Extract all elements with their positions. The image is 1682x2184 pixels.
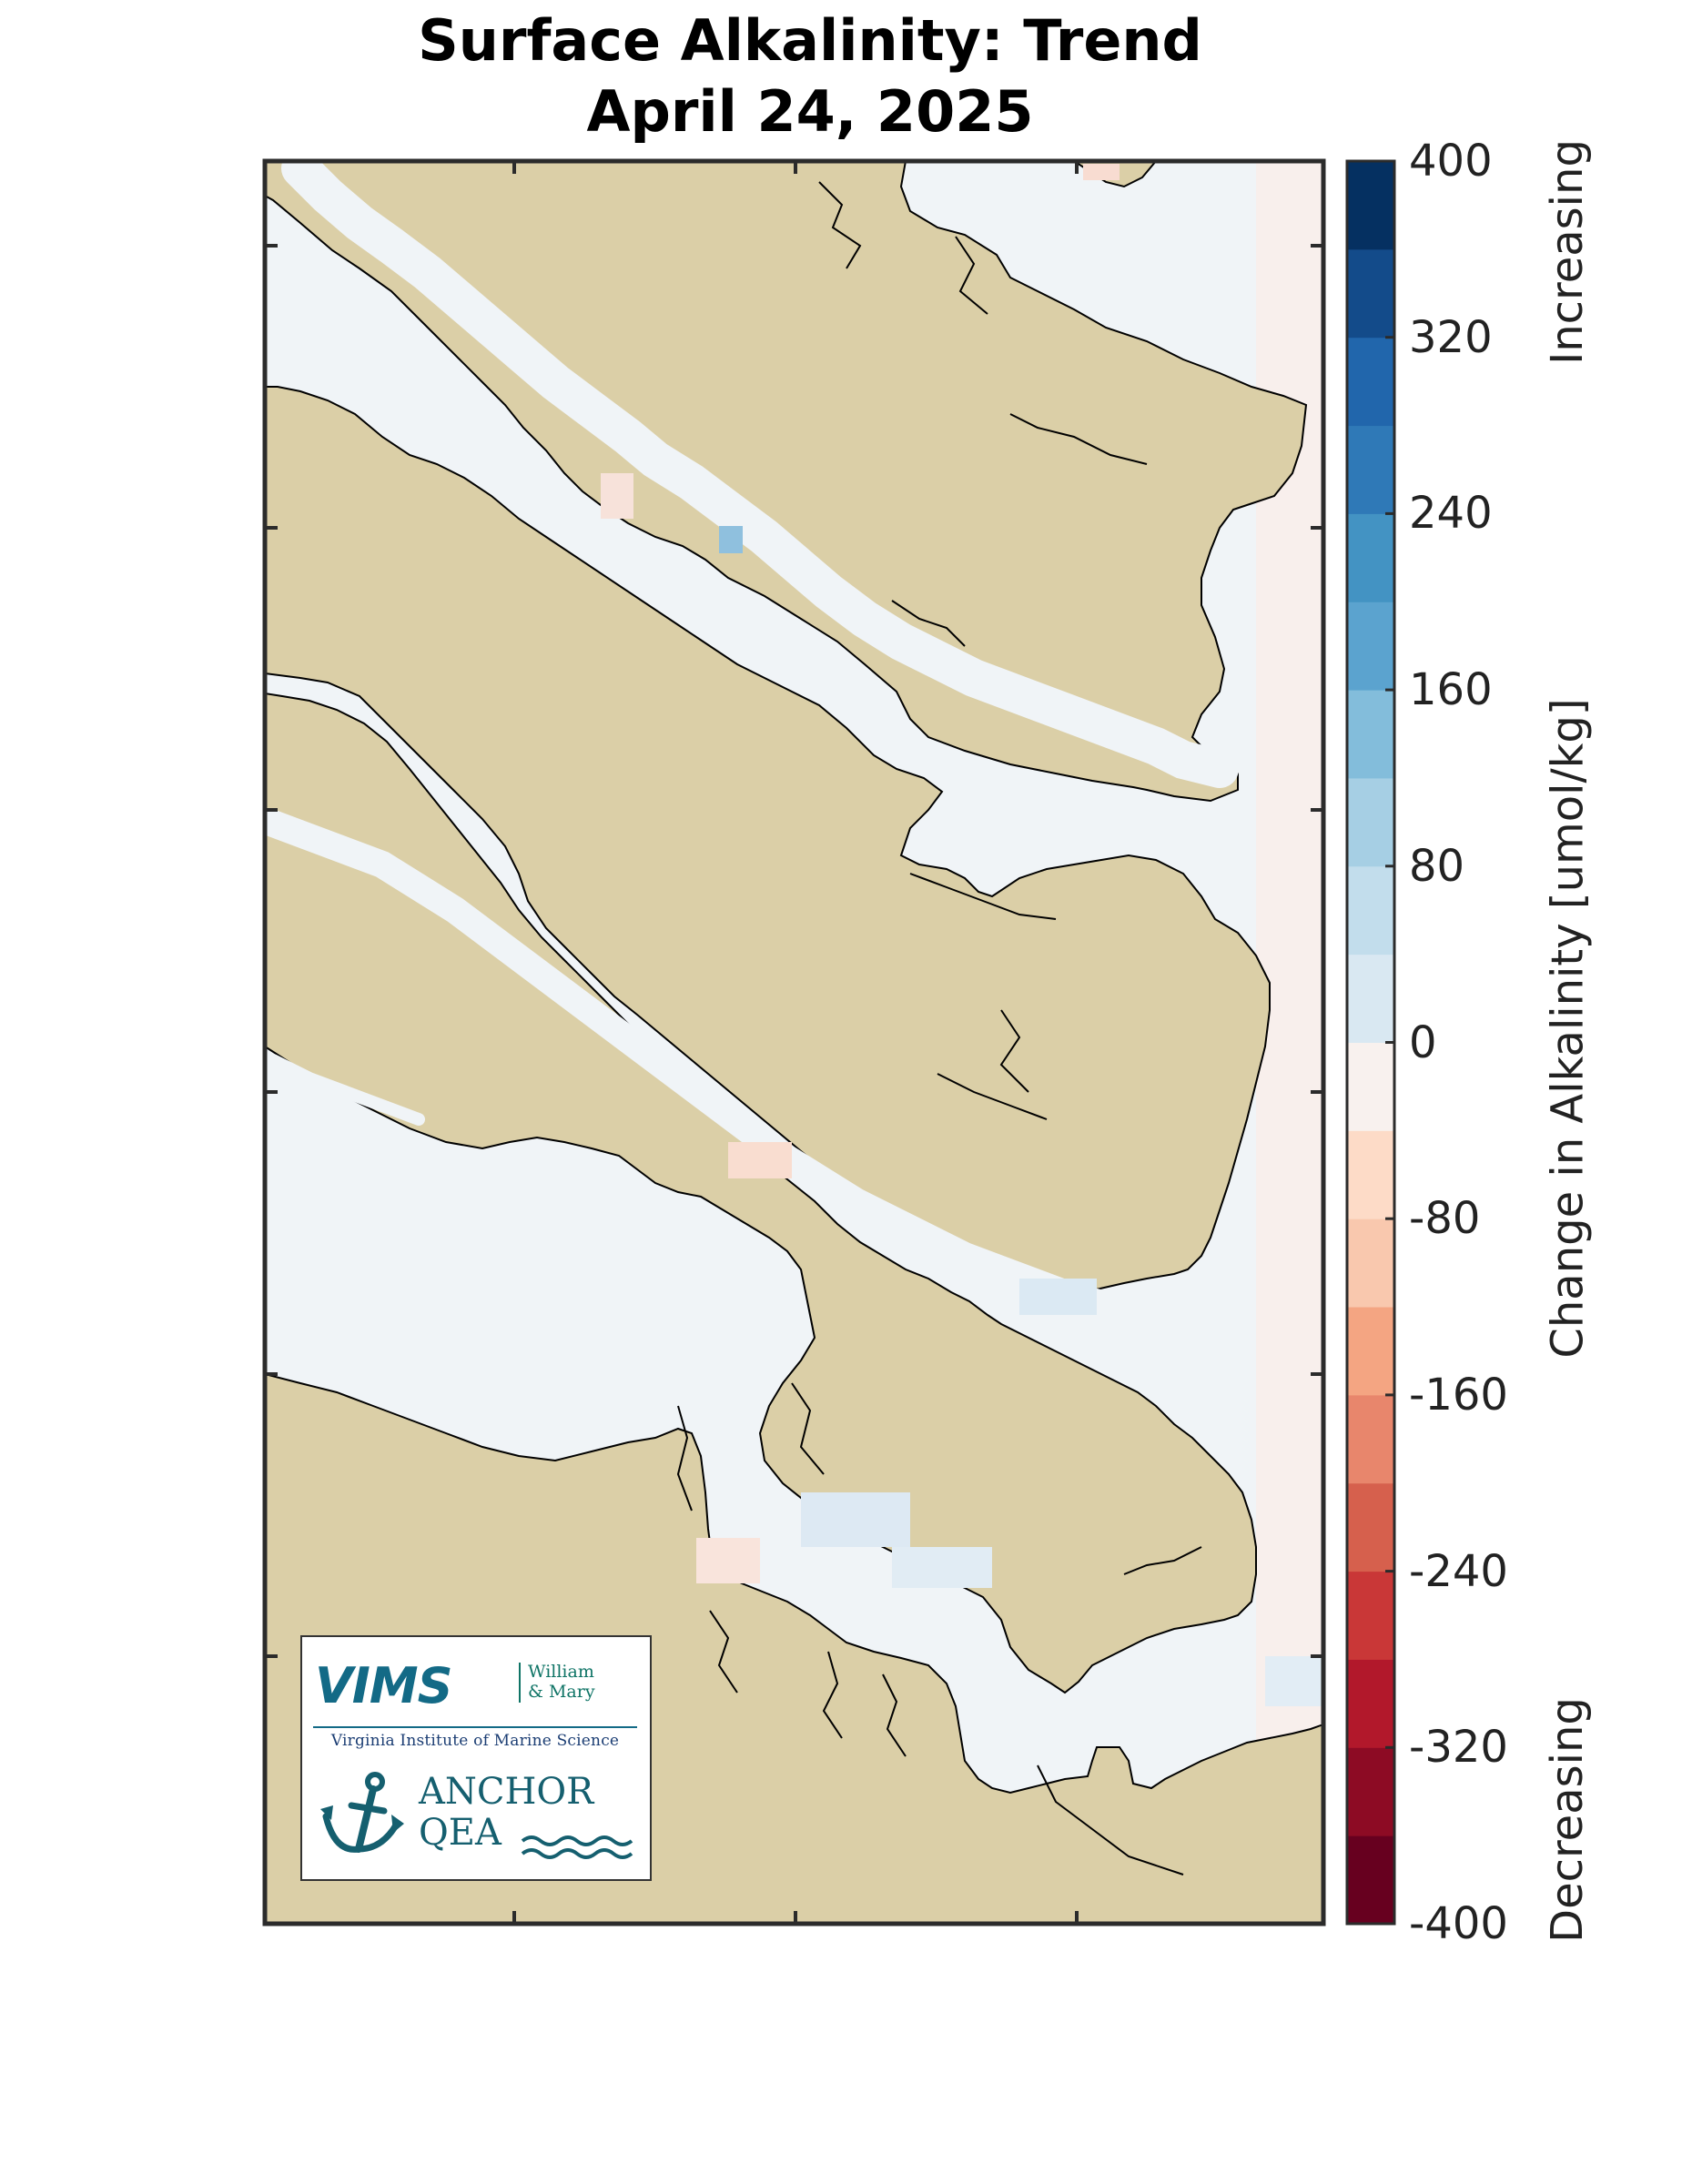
wm-line-2: & Mary [528,1681,595,1702]
middle-peninsula-land [265,386,1271,1299]
anchor-line-2: QEA [419,1811,502,1854]
colorbar-segment [1347,161,1394,250]
colorbar-segment [1347,1394,1394,1484]
colorbar-segment [1347,1835,1394,1925]
anchor-icon [320,1772,404,1853]
colorbar-segment [1347,1218,1394,1308]
colorbar-segment [1347,1482,1394,1572]
colorbar-segment [1347,1571,1394,1660]
wm-line-1: William [528,1662,594,1682]
colorbar-tick-label: -400 [1409,1898,1508,1949]
map-date: April 24, 2025 [586,78,1034,145]
vims-logo: VIMS [315,1657,453,1714]
william-mary-logo: William & Mary [519,1662,652,1703]
colorbar-segment [1347,248,1394,339]
potomac-river [281,161,1239,788]
anchor-qea-logo: ANCHOR QEA [419,1772,593,1854]
colorbar-segment [1347,865,1394,956]
colorbar-segment [1347,690,1394,779]
waves-icon [521,1835,633,1859]
decreasing-label: Decreasing [1541,1697,1593,1943]
tributary-creeks [676,181,1202,1876]
vims-full-name: Virginia Institute of Marine Science [313,1726,637,1750]
colorbar-tick-label: -320 [1409,1722,1508,1774]
colorbar-segment [1347,954,1394,1043]
colorbar-segment [1347,513,1394,602]
trend-patch-rappahannock-negative [728,1142,792,1178]
james-river [265,1277,1085,1738]
map-ticks [265,161,1323,1924]
colorbar-tick-label: 240 [1409,488,1493,540]
colorbar-ticks [1385,159,1394,1926]
rappahannock-river [265,810,1124,1320]
colorbar-segment [1347,1659,1394,1748]
colorbar-tick-label: -160 [1409,1369,1508,1421]
map-area [265,161,1323,1924]
colorbar-tick-label: -240 [1409,1545,1508,1597]
colorbar-segment [1347,337,1394,427]
trend-patch-north-negative [1083,164,1120,180]
colorbar-tick-label: 400 [1409,136,1493,187]
york-river [267,1054,425,1126]
colorbar-tick-label: 80 [1409,840,1465,892]
colorbar-segment [1347,602,1394,691]
colorbar-segment [1347,1130,1394,1219]
trend-patch-james-positive-2 [892,1547,992,1588]
colorbar-tick-label: -80 [1409,1193,1481,1245]
anchor-line-1: ANCHOR [419,1771,594,1813]
colorbar [1347,161,1394,1925]
colorbar-segment [1347,1307,1394,1396]
trend-patch-potomac-negative [601,473,633,519]
trend-patch-mouth-positive [1265,1656,1323,1706]
map-title: Surface Alkalinity: Trend [418,7,1202,74]
trend-patch-james-negative [696,1538,760,1583]
colorbar-segment [1347,425,1394,514]
colorbar-axis-label: Change in Alkalinity [umol/kg] [1542,698,1594,1359]
colorbar-segment [1347,777,1394,867]
trend-patch-james-positive-1 [801,1492,910,1547]
trend-patch-york-positive [1019,1279,1097,1315]
colorbar-tick-label: 320 [1409,311,1493,363]
colorbar-tick-label: 160 [1409,664,1493,716]
northern-neck-land [265,161,1308,803]
colorbar-segment [1347,1747,1394,1836]
logo-panel: VIMS William & Mary Virginia Institute o… [300,1635,652,1881]
increasing-label: Increasing [1541,139,1593,365]
colorbar-tick-label: 0 [1409,1016,1437,1068]
colorbar-segment [1347,1042,1394,1131]
trend-patch-potomac-positive [719,526,743,553]
